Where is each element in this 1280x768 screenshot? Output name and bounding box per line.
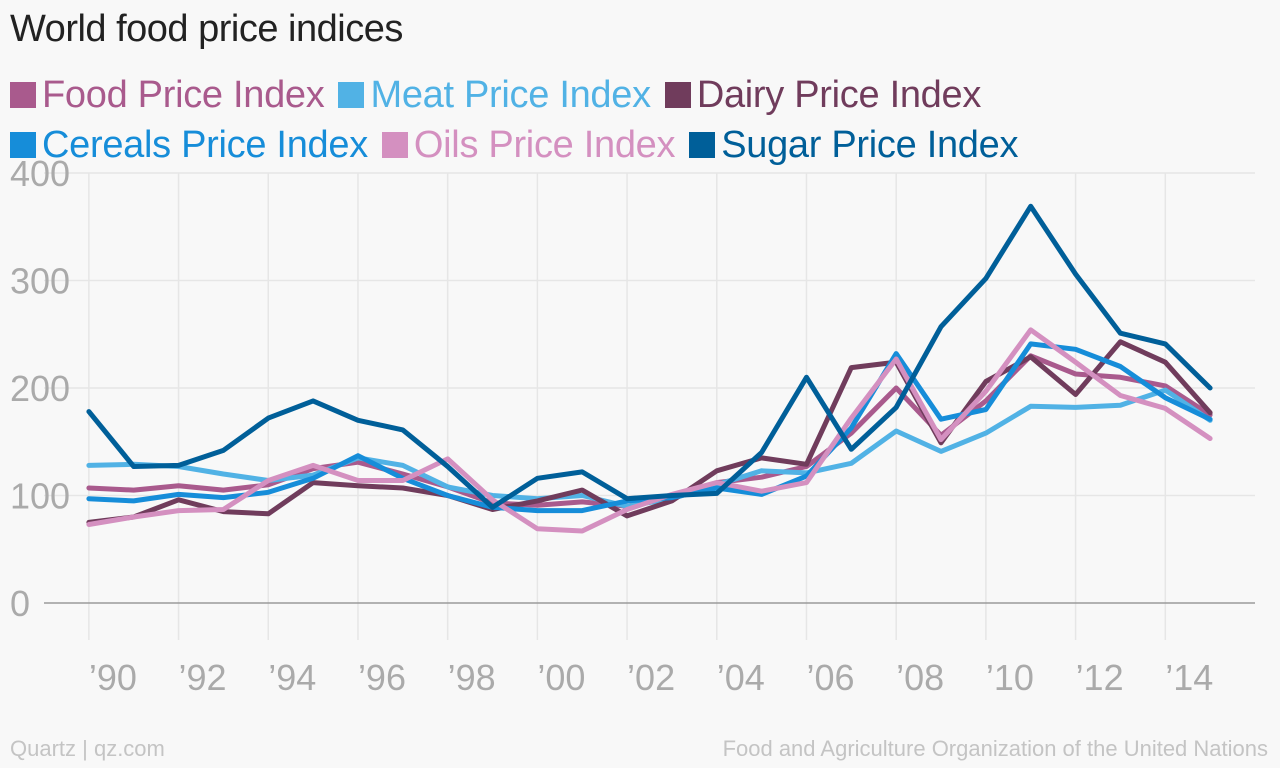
x-tick-label: ’02 bbox=[627, 657, 675, 698]
x-tick-label: ’04 bbox=[717, 657, 765, 698]
chart-title: World food price indices bbox=[10, 8, 403, 50]
y-tick-label: 400 bbox=[10, 153, 70, 194]
legend-item-cereals: Cereals Price Index bbox=[10, 124, 368, 167]
x-tick-label: ’12 bbox=[1076, 657, 1124, 698]
series-line-oils bbox=[86, 327, 1213, 534]
x-tick-label: ’96 bbox=[358, 657, 406, 698]
legend-item-dairy: Dairy Price Index bbox=[664, 73, 982, 117]
legend-swatch-oils bbox=[381, 132, 408, 158]
x-tick-label: ’94 bbox=[268, 657, 316, 698]
x-tick-label: ’10 bbox=[986, 657, 1034, 698]
x-tick-label: ’08 bbox=[896, 657, 944, 698]
legend-label-meat: Meat Price Index bbox=[370, 73, 651, 116]
y-tick-label: 300 bbox=[10, 261, 70, 302]
x-tick-label: ’92 bbox=[179, 657, 227, 698]
x-tick-label: ’14 bbox=[1165, 657, 1213, 698]
x-tick-label: ’00 bbox=[537, 657, 585, 698]
legend-label-food: Food Price Index bbox=[42, 73, 325, 116]
footer-source-quartz: Quartz | qz.com bbox=[10, 736, 165, 761]
legend-item-meat: Meat Price Index bbox=[338, 73, 651, 117]
legend-label-sugar: Sugar Price Index bbox=[721, 123, 1019, 166]
legend-swatch-sugar bbox=[689, 132, 716, 158]
legend-item-sugar: Sugar Price Index bbox=[689, 124, 1018, 167]
x-tick-label: ’90 bbox=[89, 657, 137, 698]
legend-swatch-food bbox=[10, 82, 36, 108]
y-tick-label: 200 bbox=[10, 368, 70, 409]
legend-row: Food Price Index Meat Price Index Dairy … bbox=[10, 70, 1210, 120]
y-tick-label: 100 bbox=[10, 476, 70, 517]
legend: Food Price Index Meat Price Index Dairy … bbox=[10, 70, 1210, 170]
legend-row: Cereals Price Index Oils Price Index Sug… bbox=[10, 120, 1210, 170]
series-line-sugar bbox=[86, 203, 1213, 510]
x-tick-label: ’98 bbox=[448, 657, 496, 698]
legend-swatch-dairy bbox=[664, 82, 691, 108]
y-tick-label: 0 bbox=[10, 583, 30, 624]
x-tick-label: ’06 bbox=[806, 657, 854, 698]
legend-label-cereals: Cereals Price Index bbox=[42, 123, 368, 166]
legend-label-oils: Oils Price Index bbox=[413, 123, 676, 166]
legend-swatch-meat bbox=[338, 82, 365, 108]
footer-source-fao: Food and Agriculture Organization of the… bbox=[722, 736, 1268, 761]
legend-swatch-cereals bbox=[10, 132, 36, 158]
series-line-food bbox=[86, 353, 1213, 509]
legend-label-dairy: Dairy Price Index bbox=[696, 73, 982, 116]
series-line-dairy bbox=[86, 339, 1213, 525]
legend-item-food: Food Price Index bbox=[10, 73, 325, 117]
legend-item-oils: Oils Price Index bbox=[381, 123, 676, 167]
